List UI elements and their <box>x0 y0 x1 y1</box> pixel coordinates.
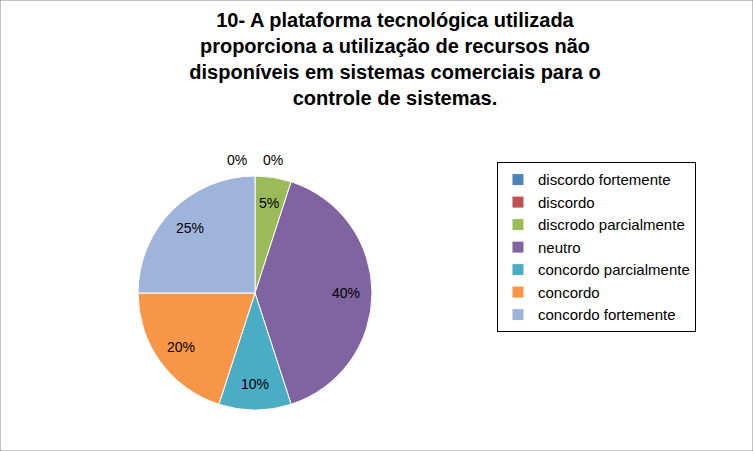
svg-text:10%: 10% <box>241 376 269 392</box>
svg-text:concordo: concordo <box>538 284 600 301</box>
svg-text:discordo fortemente: discordo fortemente <box>538 171 671 188</box>
svg-text:0%: 0% <box>227 152 247 168</box>
svg-text:40%: 40% <box>332 285 360 301</box>
svg-text:discordo: discordo <box>538 194 595 211</box>
svg-text:discrodo parcialmente: discrodo parcialmente <box>538 216 685 233</box>
svg-text:20%: 20% <box>167 339 195 355</box>
svg-text:25%: 25% <box>176 220 204 236</box>
svg-text:concordo parcialmente: concordo parcialmente <box>538 261 690 278</box>
svg-text:neutro: neutro <box>538 239 581 256</box>
svg-text:10- A plataforma tecnológica u: 10- A plataforma tecnológica utilizadapr… <box>189 9 600 109</box>
svg-text:concordo fortemente: concordo fortemente <box>538 306 676 323</box>
svg-text:0%: 0% <box>263 152 283 168</box>
svg-text:5%: 5% <box>259 195 279 211</box>
